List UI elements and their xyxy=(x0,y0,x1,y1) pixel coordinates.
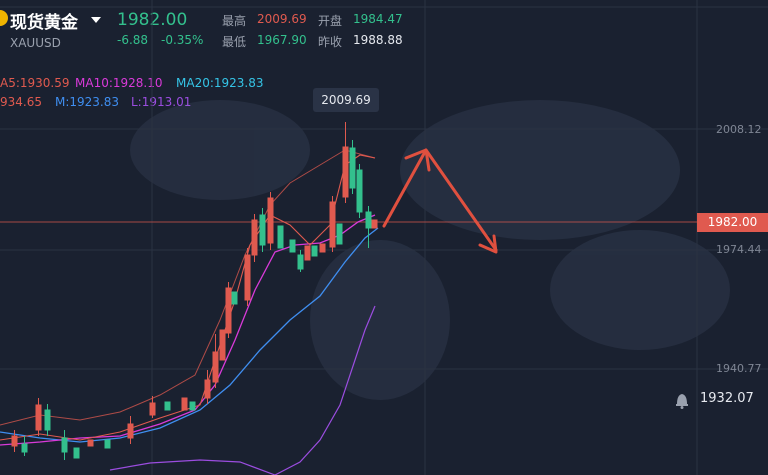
instrument-code: XAUUSD xyxy=(10,36,61,50)
y-axis-label-1: 2008.12 xyxy=(716,123,762,136)
ma10-label: MA10:1928.10 xyxy=(75,76,163,90)
boll-upper-line xyxy=(0,149,376,426)
prediction-arrows xyxy=(382,148,498,254)
y-axis-label-3: 1940.77 xyxy=(716,362,762,375)
gold-logo-icon xyxy=(0,10,8,26)
high-label: 最高 xyxy=(222,14,247,28)
prev-close-value: 1988.88 xyxy=(353,33,403,47)
instrument-title[interactable]: 现货黄金 xyxy=(10,13,78,33)
high-price-tooltip: 2009.69 xyxy=(313,88,379,112)
world-map-background xyxy=(130,100,730,400)
alert-price[interactable]: 1932.07 xyxy=(700,391,754,406)
ma20-label: MA20:1923.83 xyxy=(176,76,264,90)
bell-icon[interactable] xyxy=(673,390,691,408)
ma20-line xyxy=(0,227,379,443)
open-value: 1984.47 xyxy=(353,12,403,26)
price-change-pct: -0.35% xyxy=(161,33,204,47)
quote-header: 现货黄金 XAUUSD 1982.00 -6.88 -0.35% 最高 2009… xyxy=(0,0,768,58)
price-change: -6.88 xyxy=(117,33,149,47)
bell-glyph xyxy=(676,394,688,409)
chevron-down-icon[interactable] xyxy=(91,17,101,23)
ma5-label: A5:1930.59 xyxy=(0,76,70,90)
low-label: 最低 xyxy=(222,35,247,49)
boll-lower-label: L:1913.01 xyxy=(131,95,192,109)
boll-lower-line xyxy=(109,305,376,475)
prev-close-label: 昨收 xyxy=(318,35,343,49)
candlesticks xyxy=(11,122,378,460)
y-axis-label-2: 1974.44 xyxy=(716,243,762,256)
ma5-line xyxy=(0,154,376,441)
boll-mid-label: M:1923.83 xyxy=(55,95,120,109)
low-value: 1967.90 xyxy=(257,33,307,47)
high-value: 2009.69 xyxy=(257,12,307,26)
boll-upper-label: 934.65 xyxy=(0,95,42,109)
current-price-tag: 1982.00 xyxy=(697,213,768,232)
open-label: 开盘 xyxy=(318,14,343,28)
